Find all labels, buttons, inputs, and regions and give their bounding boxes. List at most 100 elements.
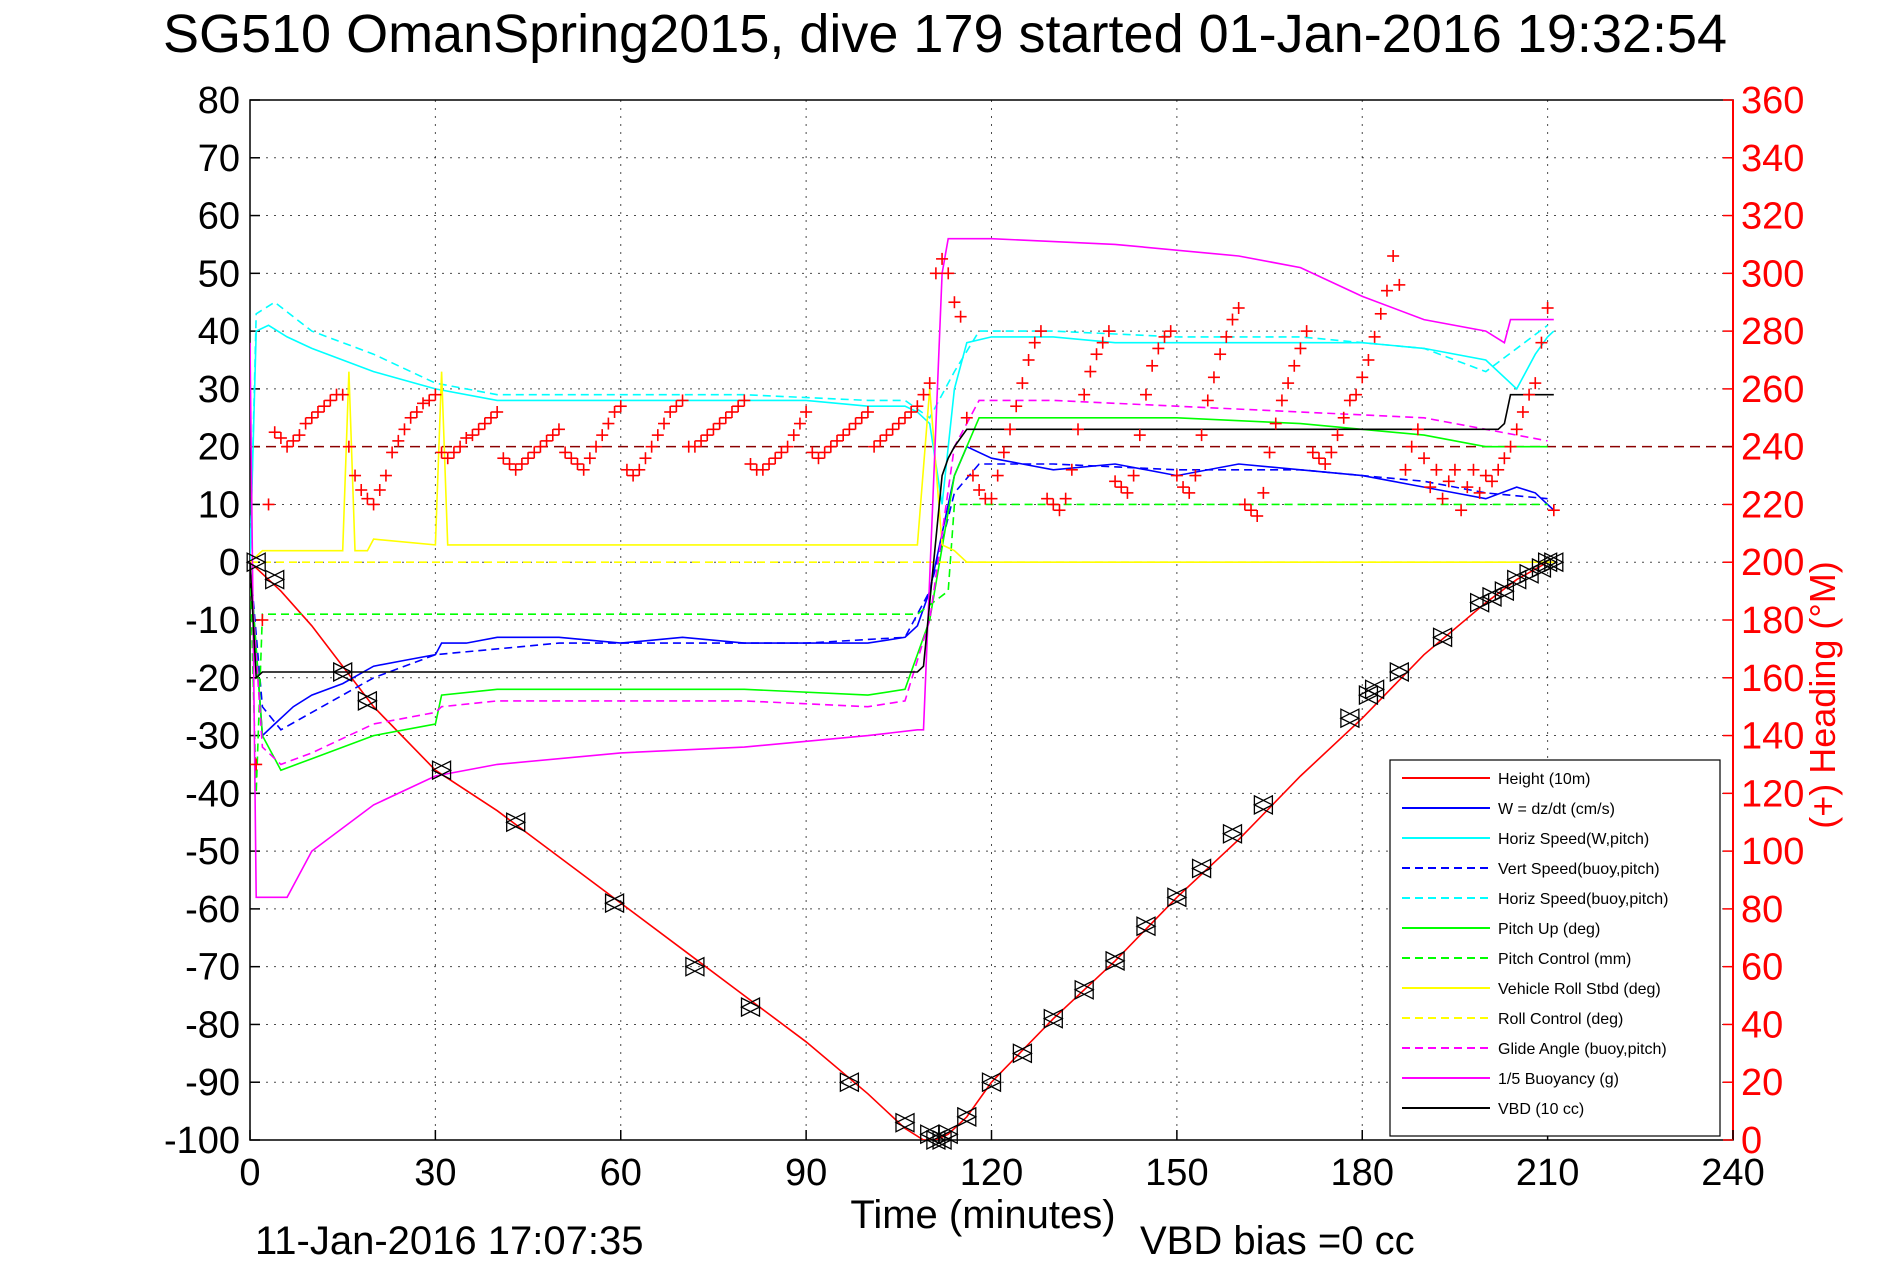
heading-point — [892, 417, 905, 430]
height-marker — [1432, 627, 1453, 648]
heading-point — [966, 469, 979, 482]
height-marker — [1191, 858, 1212, 879]
heading-point — [1158, 330, 1171, 343]
heading-point — [936, 252, 949, 265]
series-line-2 — [250, 324, 1555, 563]
height-marker — [1136, 916, 1157, 937]
y-tick-label: 30 — [198, 369, 240, 411]
heading-point — [695, 434, 708, 447]
heading-point — [719, 411, 732, 424]
heading-point — [1455, 504, 1468, 517]
height-markers — [245, 552, 1565, 1151]
heading-point — [1535, 336, 1548, 349]
heading-point — [1294, 342, 1307, 355]
heading-point — [1004, 423, 1017, 436]
heading-point — [1090, 348, 1103, 361]
heading-point — [509, 463, 522, 476]
height-marker — [1011, 1043, 1033, 1064]
height-marker — [1073, 979, 1094, 1000]
heading-point — [787, 429, 800, 442]
heading-point — [466, 429, 479, 442]
vbd-bias-label: VBD bias =0 cc — [1140, 1219, 1415, 1262]
legend-label: Vert Speed(buoy,pitch) — [1498, 861, 1660, 878]
height-marker — [956, 1106, 977, 1127]
height-marker — [1518, 563, 1539, 584]
heading-point — [1183, 486, 1196, 499]
heading-point — [756, 463, 769, 476]
heading-point — [1133, 429, 1146, 442]
heading-point — [1510, 423, 1523, 436]
heading-point — [837, 429, 850, 442]
right-y-tick-label: 60 — [1741, 947, 1783, 989]
x-tick-label: 180 — [1331, 1152, 1394, 1194]
legend: Height (10m) W = dz/dt (cm/s) Horiz Speed(… — [1389, 759, 1721, 1137]
right-y-tick-label: 320 — [1741, 196, 1804, 238]
legend-label: Glide Angle (buoy,pitch) — [1498, 1041, 1667, 1058]
heading-point — [534, 440, 547, 453]
heading-point — [1275, 394, 1288, 407]
heading-point — [1282, 377, 1295, 390]
y-tick-label: 0 — [219, 542, 240, 584]
legend-box — [1389, 759, 1721, 1137]
heading-point — [478, 417, 491, 430]
heading-point — [1245, 504, 1258, 517]
heading-point — [1207, 371, 1220, 384]
heading-point — [831, 434, 844, 447]
heading-point — [651, 429, 664, 442]
heading-point — [373, 484, 386, 496]
heading-point — [849, 417, 862, 430]
heading-point — [1492, 463, 1505, 476]
height-marker — [1339, 708, 1360, 729]
heading-point — [1448, 463, 1461, 476]
legend-label: Horiz Speed(W,pitch) — [1498, 831, 1649, 848]
series-line-0 — [250, 561, 1554, 1140]
heading-point — [1436, 492, 1449, 505]
height-marker — [505, 812, 526, 833]
heading-point — [676, 394, 689, 407]
height-marker — [356, 690, 378, 711]
legend-label: Pitch Up (deg) — [1498, 921, 1600, 938]
y-tick-label: -40 — [185, 773, 240, 815]
heading-point — [379, 469, 392, 482]
heading-point — [256, 614, 269, 626]
heading-point — [1300, 325, 1313, 338]
heading-point — [1220, 330, 1233, 343]
heading-point — [1016, 377, 1029, 390]
right-y-tick-label: 240 — [1741, 427, 1804, 469]
height-marker — [1012, 1043, 1033, 1064]
right-y-tick-label: 280 — [1741, 311, 1804, 353]
heading-point — [602, 417, 615, 430]
x-tick-label: 0 — [239, 1152, 260, 1194]
y-tick-label: 80 — [198, 80, 240, 122]
y-tick-label: 70 — [198, 138, 240, 180]
heading-point — [268, 426, 281, 439]
y-tick-label: -70 — [185, 947, 240, 989]
heading-point — [361, 492, 374, 505]
y-tick-label: -30 — [185, 716, 240, 758]
heading-point — [1201, 394, 1214, 407]
series-line-9 — [250, 399, 1548, 766]
height-marker — [1135, 916, 1156, 937]
heading-point — [620, 463, 633, 476]
heading-point — [633, 463, 646, 476]
heading-point — [429, 388, 442, 401]
heading-point — [559, 446, 572, 459]
y-tick-label: -60 — [185, 889, 240, 931]
heading-point — [608, 406, 621, 418]
heading-point — [1504, 440, 1517, 453]
heading-point — [1053, 504, 1066, 517]
heading-point — [911, 400, 924, 413]
heading-point — [880, 429, 893, 442]
y-tick-label: 10 — [198, 484, 240, 526]
heading-point — [565, 452, 578, 465]
x-tick-label: 210 — [1516, 1152, 1579, 1194]
heading-point — [1331, 429, 1344, 442]
heading-point — [905, 406, 918, 418]
right-y-tick-label: 100 — [1741, 831, 1804, 873]
footer-timestamp: 11-Jan-2016 17:07:35 — [255, 1219, 643, 1262]
heading-point — [1059, 492, 1072, 505]
heading-point — [614, 400, 627, 413]
legend-label: Height (10m) — [1498, 771, 1590, 788]
heading-point — [1516, 406, 1529, 418]
